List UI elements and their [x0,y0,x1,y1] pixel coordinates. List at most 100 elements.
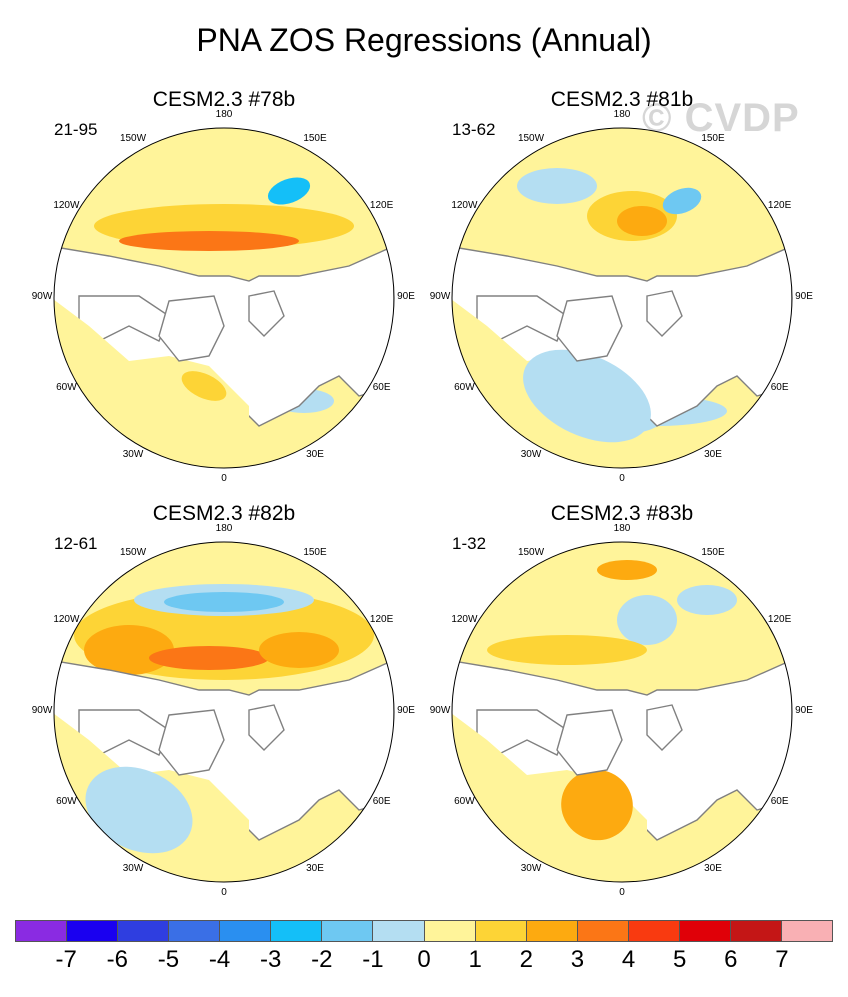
longitude-label: 120W [451,614,478,625]
longitude-label: 150E [303,547,327,559]
anomaly-region [84,625,174,675]
longitude-label: 90E [397,705,415,716]
longitude-label: 150W [517,547,545,559]
anomaly-region [662,187,702,215]
anomaly-region [164,592,284,612]
anomaly-region [267,177,311,205]
longitude-label: 60E [372,382,391,393]
longitude-label: 0 [619,887,625,898]
panel-years: 12-61 [54,534,98,553]
colorbar-tick-label: 3 [570,946,585,973]
longitude-label: 30W [520,448,542,460]
colorbar-tick-label: 0 [417,946,431,973]
map-panel-81b: CESM2.3 #81b 13-62 180 150E 120E 90E 60E 30E 0… [422,88,822,488]
longitude-label: 60E [770,382,789,393]
colorbar-tick-label: -6 [106,946,128,973]
colorbar-tick-label: -1 [362,946,384,973]
anomaly-region [517,168,597,204]
panel-title: CESM2.3 #78b [152,88,296,111]
colorbar-swatch [781,921,832,941]
longitude-label: 60W [56,796,77,807]
longitude-label: 180 [215,523,233,534]
greenland [556,709,623,776]
longitude-label: 120E [767,614,792,625]
longitude-label: 120W [53,614,80,625]
anomaly-region [119,231,299,251]
greenland [556,295,623,362]
colorbar-swatch [118,921,170,941]
anomaly-region [259,632,339,668]
greenland [158,295,225,362]
longitude-label: 120W [451,200,478,211]
map-frame [451,127,793,469]
colorbar-swatch [475,921,527,941]
longitude-label: 180 [215,109,233,120]
colorbar [15,920,833,942]
greenland [158,709,225,776]
colorbar-swatch [577,921,629,941]
colorbar-swatch [373,921,425,941]
panel-years: 21-95 [54,120,98,139]
longitude-label: 90W [31,705,53,716]
colorbar-swatch [526,921,578,941]
polar-stereographic-map [53,127,395,469]
longitude-label: 90E [795,291,813,302]
longitude-label: 120E [369,614,394,625]
longitude-label: 30E [704,862,722,874]
longitude-label: 90W [429,291,451,302]
anomaly-region [487,635,647,665]
colorbar-tick-label: -7 [55,946,77,973]
land-mass [646,290,683,337]
map-panel-78b: CESM2.3 #78b 21-95 180 150E 120E 90E 60E 30E 0… [24,88,424,488]
atlantic-anomaly [181,371,227,401]
panel-title: CESM2.3 #81b [550,88,694,111]
longitude-label: 0 [221,887,227,898]
longitude-label: 90W [429,705,451,716]
longitude-label: 150E [701,547,725,559]
colorbar-tick-label: -3 [259,946,282,973]
polar-stereographic-map [451,127,793,469]
longitude-label: 150E [303,133,327,145]
colorbar-tick-label: 5 [672,946,687,973]
longitude-label: 0 [221,473,227,484]
colorbar-tick-label: -4 [208,946,231,973]
longitude-label: 60E [770,796,789,807]
colorbar-swatch [730,921,782,941]
longitude-label: 90W [31,291,53,302]
longitude-label: 30W [122,448,144,460]
land-mass [248,290,285,337]
figure-title: PNA ZOS Regressions (Annual) [196,22,652,58]
longitude-label: 180 [613,109,631,120]
longitude-label: 30E [704,448,722,460]
colorbar-swatch [679,921,731,941]
atlantic-anomaly [523,349,651,443]
colorbar-swatch [169,921,221,941]
panel-title: CESM2.3 #82b [152,502,296,525]
panel-years: 13-62 [452,120,496,139]
longitude-label: 30E [306,862,324,874]
longitude-label: 180 [613,523,631,534]
colorbar-tick-label: -2 [311,946,333,973]
colorbar-swatch [271,921,323,941]
atlantic-anomaly [85,766,193,854]
colorbar-tick-label: 7 [775,946,789,973]
longitude-label: 90E [795,705,813,716]
longitude-label: 150W [517,133,545,145]
colorbar-swatch [628,921,680,941]
anomaly-region [677,585,737,615]
longitude-label: 30W [122,862,144,874]
land-mass [646,704,683,751]
colorbar-swatch [67,921,119,941]
longitude-label: 150E [701,133,725,145]
polar-stereographic-map [451,541,793,883]
colorbar-swatch [220,921,272,941]
longitude-label: 60E [372,796,391,807]
longitude-label: 30E [306,448,324,460]
longitude-label: 120E [767,200,792,211]
longitude-label: 150W [119,133,147,145]
map-panel-83b: CESM2.3 #83b 1-32 180 150E 120E 90E 60E 30E 0 3… [422,502,822,902]
map-frame [451,541,793,883]
longitude-label: 150W [119,547,147,559]
longitude-label: 60W [454,382,475,393]
anomaly-region [617,206,667,236]
